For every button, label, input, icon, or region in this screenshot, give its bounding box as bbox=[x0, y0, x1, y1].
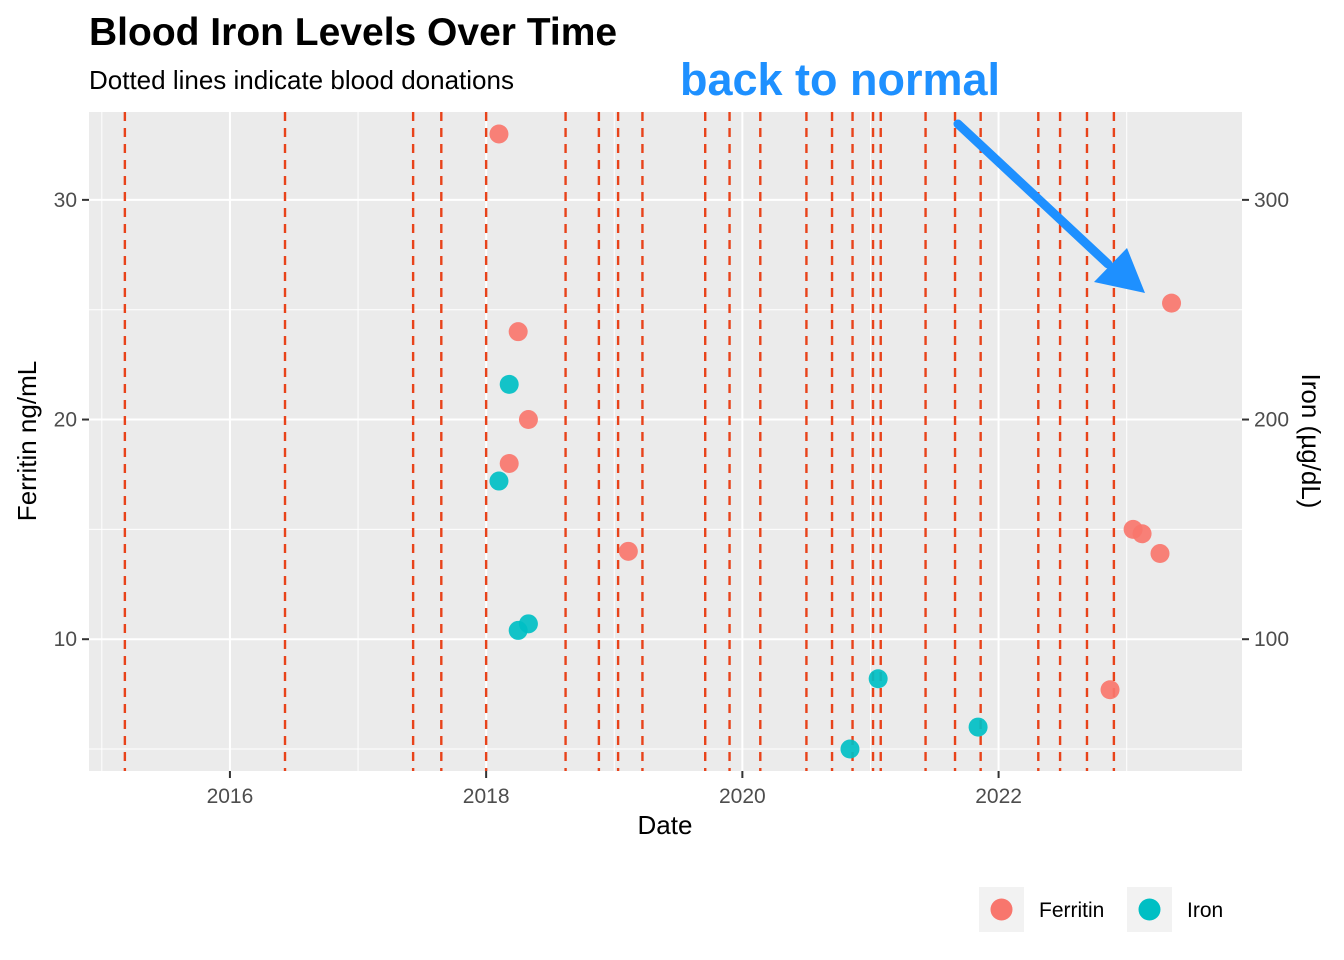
iron-point bbox=[968, 717, 988, 737]
y-tick-label: 30 bbox=[54, 189, 77, 212]
plot-panel bbox=[89, 112, 1242, 771]
ferritin-point bbox=[1132, 524, 1152, 544]
annotation-label: back to normal bbox=[680, 54, 1000, 105]
legend-label-iron: Iron bbox=[1187, 899, 1223, 922]
data-points bbox=[489, 124, 1182, 759]
ferritin-point bbox=[1150, 544, 1170, 564]
x-tick-label: 2022 bbox=[975, 785, 1022, 808]
chart-title: Blood Iron Levels Over Time bbox=[89, 11, 617, 54]
ferritin-point bbox=[508, 322, 528, 342]
grid-minor bbox=[89, 89, 1242, 771]
y-tick-label: 10 bbox=[54, 628, 77, 651]
y-right-tick-label: 300 bbox=[1254, 189, 1289, 212]
legend-dot-ferritin bbox=[990, 898, 1013, 921]
iron-point bbox=[840, 739, 860, 759]
y-axis-right-title: Iron (µg/dL) bbox=[1296, 374, 1326, 509]
x-axis-title: Date bbox=[638, 810, 693, 840]
y-axis-left-title: Ferritin ng/mL bbox=[12, 361, 42, 521]
annotation: back to normal bbox=[680, 54, 1145, 293]
ferritin-point bbox=[618, 541, 638, 561]
y-tick-label: 20 bbox=[54, 409, 77, 432]
y-right-tick-label: 200 bbox=[1254, 409, 1289, 432]
iron-point bbox=[499, 374, 519, 394]
ferritin-point bbox=[518, 410, 538, 430]
x-tick-label: 2020 bbox=[719, 785, 766, 808]
x-tick-label: 2016 bbox=[207, 785, 254, 808]
ferritin-point bbox=[1162, 293, 1182, 313]
ferritin-point bbox=[1100, 680, 1120, 700]
annotation-arrow-head bbox=[1094, 248, 1145, 293]
x-tick-label: 2018 bbox=[463, 785, 510, 808]
ferritin-point bbox=[489, 124, 509, 144]
legend: Ferritin Iron bbox=[979, 887, 1223, 932]
iron-point bbox=[489, 471, 509, 491]
iron-point bbox=[868, 669, 888, 689]
x-axis: 2016 2018 2020 2022 bbox=[207, 771, 1022, 808]
annotation-arrow-shaft bbox=[953, 119, 1113, 269]
iron-point bbox=[518, 614, 538, 634]
legend-label-ferritin: Ferritin bbox=[1039, 899, 1104, 922]
y-axis-right: 100 200 300 bbox=[1242, 189, 1289, 651]
ferritin-point bbox=[499, 453, 519, 473]
y-right-tick-label: 100 bbox=[1254, 628, 1289, 651]
y-axis-left: 10 20 30 bbox=[54, 189, 89, 651]
legend-dot-iron bbox=[1138, 898, 1161, 921]
donation-lines bbox=[123, 112, 1116, 771]
